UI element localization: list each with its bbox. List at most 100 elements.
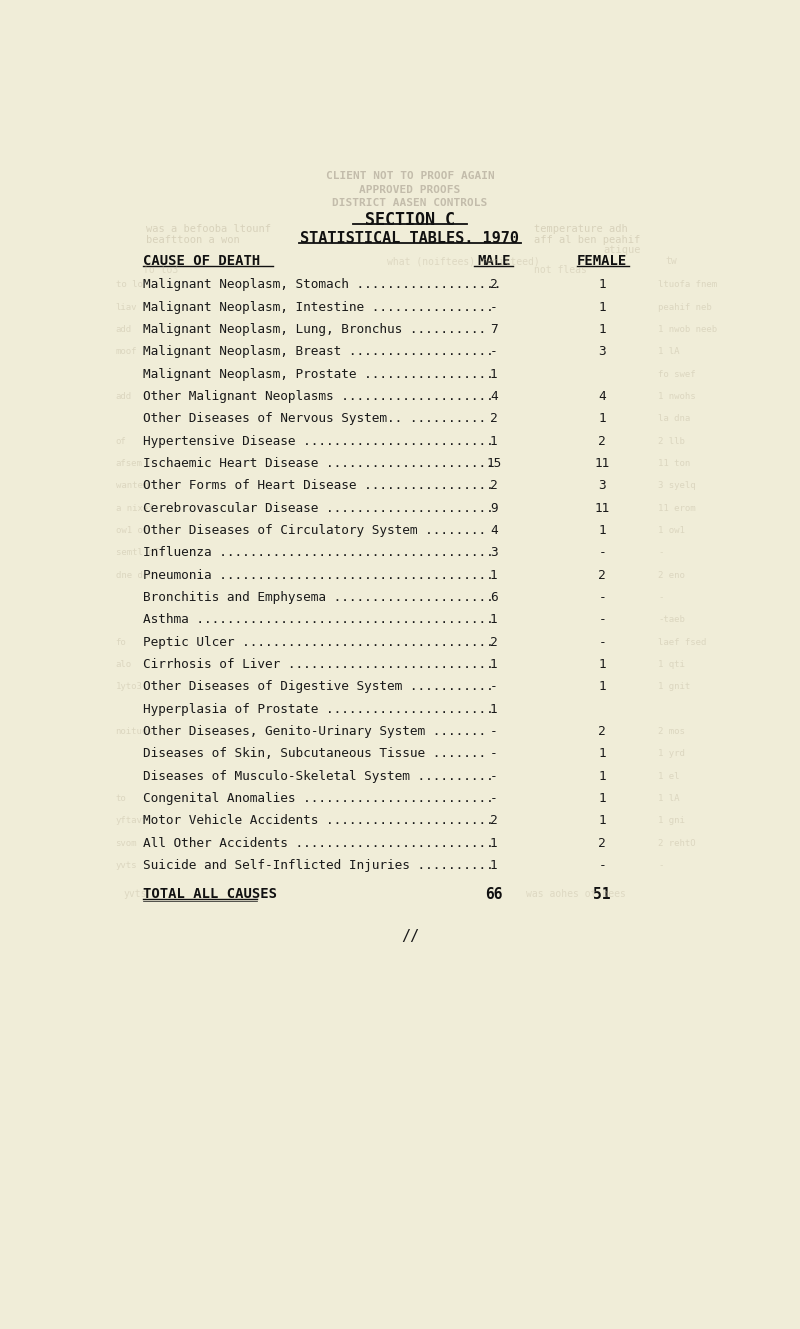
Text: 2: 2 bbox=[490, 412, 498, 425]
Text: add: add bbox=[115, 392, 132, 401]
Text: CAUSE OF DEATH: CAUSE OF DEATH bbox=[142, 254, 260, 268]
Text: alo: alo bbox=[115, 661, 132, 668]
Text: 2: 2 bbox=[598, 726, 606, 738]
Text: 1: 1 bbox=[598, 792, 606, 805]
Text: -: - bbox=[658, 593, 663, 602]
Text: 3 syelq: 3 syelq bbox=[658, 481, 696, 490]
Text: 2: 2 bbox=[598, 569, 606, 582]
Text: 1: 1 bbox=[490, 859, 498, 872]
Text: Hypertensive Disease .........................: Hypertensive Disease ...................… bbox=[142, 435, 494, 448]
Text: 1: 1 bbox=[598, 524, 606, 537]
Text: All Other Accidents ..........................: All Other Accidents ....................… bbox=[142, 837, 494, 849]
Text: 1: 1 bbox=[490, 368, 498, 381]
Text: Other Diseases of Digestive System ...........: Other Diseases of Digestive System .....… bbox=[142, 680, 494, 694]
Text: Congenital Anomalies .........................: Congenital Anomalies ...................… bbox=[142, 792, 494, 805]
Text: CLIENT NOT TO PROOF AGAIN: CLIENT NOT TO PROOF AGAIN bbox=[326, 171, 494, 182]
Text: semtl oT: semtl oT bbox=[115, 549, 158, 557]
Text: Suicide and Self-Inflicted Injuries ..........: Suicide and Self-Inflicted Injuries ....… bbox=[142, 859, 494, 872]
Text: 1: 1 bbox=[598, 658, 606, 671]
Text: Malignant Neoplasm, Stomach ...................: Malignant Neoplasm, Stomach ............… bbox=[142, 279, 501, 291]
Text: svom: svom bbox=[115, 839, 137, 848]
Text: -taeb: -taeb bbox=[658, 615, 685, 625]
Text: temperature adh: temperature adh bbox=[534, 223, 628, 234]
Text: SECTION C: SECTION C bbox=[365, 210, 455, 229]
Text: -: - bbox=[490, 726, 498, 738]
Text: Diseases of Musculo-Skeletal System ..........: Diseases of Musculo-Skeletal System ....… bbox=[142, 769, 494, 783]
Text: 1 nwohs: 1 nwohs bbox=[658, 392, 696, 401]
Text: 2: 2 bbox=[598, 435, 606, 448]
Text: what (noiftees) remitteed): what (noiftees) remitteed) bbox=[386, 256, 539, 266]
Text: Malignant Neoplasm, Prostate .................: Malignant Neoplasm, Prostate ...........… bbox=[142, 368, 494, 381]
Text: FEMALE: FEMALE bbox=[577, 254, 627, 268]
Text: -: - bbox=[598, 859, 606, 872]
Text: fo: fo bbox=[115, 638, 126, 647]
Text: ltuofa fnem: ltuofa fnem bbox=[658, 280, 717, 290]
Text: Cerebrovascular Disease ......................: Cerebrovascular Disease ................… bbox=[142, 502, 494, 514]
Text: yvts: yvts bbox=[123, 889, 146, 898]
Text: laef fsed: laef fsed bbox=[658, 638, 706, 647]
Text: wantem: wantem bbox=[115, 481, 148, 490]
Text: -: - bbox=[490, 769, 498, 783]
Text: 3: 3 bbox=[598, 480, 606, 493]
Text: 7: 7 bbox=[490, 323, 498, 336]
Text: 2: 2 bbox=[598, 837, 606, 849]
Text: yftavt: yftavt bbox=[115, 816, 148, 825]
Text: to lo: to lo bbox=[115, 280, 142, 290]
Text: Malignant Neoplasm, Lung, Bronchus ..........: Malignant Neoplasm, Lung, Bronchus .....… bbox=[142, 323, 486, 336]
Text: 2 mos: 2 mos bbox=[658, 727, 685, 736]
Text: STATISTICAL TABLES. 1970: STATISTICAL TABLES. 1970 bbox=[301, 231, 519, 246]
Text: of: of bbox=[115, 437, 126, 445]
Text: To lo3: To lo3 bbox=[142, 266, 178, 275]
Text: -: - bbox=[490, 300, 498, 314]
Text: -: - bbox=[598, 635, 606, 649]
Text: -: - bbox=[490, 792, 498, 805]
Text: dne doo: dne doo bbox=[115, 570, 153, 579]
Text: 1: 1 bbox=[490, 435, 498, 448]
Text: Pneumonia ....................................: Pneumonia ..............................… bbox=[142, 569, 494, 582]
Text: 1: 1 bbox=[598, 680, 606, 694]
Text: 2 eno: 2 eno bbox=[658, 570, 685, 579]
Text: -: - bbox=[490, 747, 498, 760]
Text: noituos: noituos bbox=[115, 727, 153, 736]
Text: 15: 15 bbox=[486, 457, 502, 470]
Text: 1 yrd: 1 yrd bbox=[658, 750, 685, 759]
Text: 1: 1 bbox=[598, 279, 606, 291]
Text: 1: 1 bbox=[598, 747, 606, 760]
Text: 1 nwob neeb: 1 nwob neeb bbox=[658, 326, 717, 334]
Text: to: to bbox=[115, 795, 126, 803]
Text: moof: moof bbox=[115, 347, 137, 356]
Text: -: - bbox=[658, 549, 663, 557]
Text: la dna: la dna bbox=[658, 415, 690, 424]
Text: Other Diseases of Circulatory System ........: Other Diseases of Circulatory System ...… bbox=[142, 524, 486, 537]
Text: -: - bbox=[598, 591, 606, 605]
Text: 66: 66 bbox=[485, 886, 502, 901]
Text: Ischaemic Heart Disease ......................: Ischaemic Heart Disease ................… bbox=[142, 457, 494, 470]
Text: Other Diseases of Nervous System.. ..........: Other Diseases of Nervous System.. .....… bbox=[142, 412, 486, 425]
Text: 1 lA: 1 lA bbox=[658, 347, 679, 356]
Text: 1 el: 1 el bbox=[658, 772, 679, 780]
Text: 1: 1 bbox=[598, 300, 606, 314]
Text: not fleas: not fleas bbox=[534, 266, 587, 275]
Text: was aohes ot bees: was aohes ot bees bbox=[526, 889, 626, 898]
Text: 1: 1 bbox=[598, 323, 606, 336]
Text: 11: 11 bbox=[594, 457, 610, 470]
Text: 1 lA: 1 lA bbox=[658, 795, 679, 803]
Text: 4: 4 bbox=[598, 391, 606, 403]
Text: 3: 3 bbox=[490, 546, 498, 560]
Text: Other Malignant Neoplasms ....................: Other Malignant Neoplasms ..............… bbox=[142, 391, 494, 403]
Text: 51: 51 bbox=[594, 886, 611, 901]
Text: 2 rehtO: 2 rehtO bbox=[658, 839, 696, 848]
Text: 1 gnit: 1 gnit bbox=[658, 682, 690, 691]
Text: 6: 6 bbox=[490, 591, 498, 605]
Text: atique: atique bbox=[604, 246, 642, 255]
Text: 1: 1 bbox=[490, 658, 498, 671]
Text: 1 gni: 1 gni bbox=[658, 816, 685, 825]
Text: Asthma .......................................: Asthma .................................… bbox=[142, 614, 494, 626]
Text: aff al ben peahif: aff al ben peahif bbox=[534, 235, 640, 246]
Text: 1: 1 bbox=[490, 703, 498, 716]
Text: Malignant Neoplasm, Intestine ................: Malignant Neoplasm, Intestine ..........… bbox=[142, 300, 494, 314]
Text: 1: 1 bbox=[490, 569, 498, 582]
Text: afsem: afsem bbox=[115, 459, 142, 468]
Text: 2: 2 bbox=[490, 815, 498, 828]
Text: 2 llb: 2 llb bbox=[658, 437, 685, 445]
